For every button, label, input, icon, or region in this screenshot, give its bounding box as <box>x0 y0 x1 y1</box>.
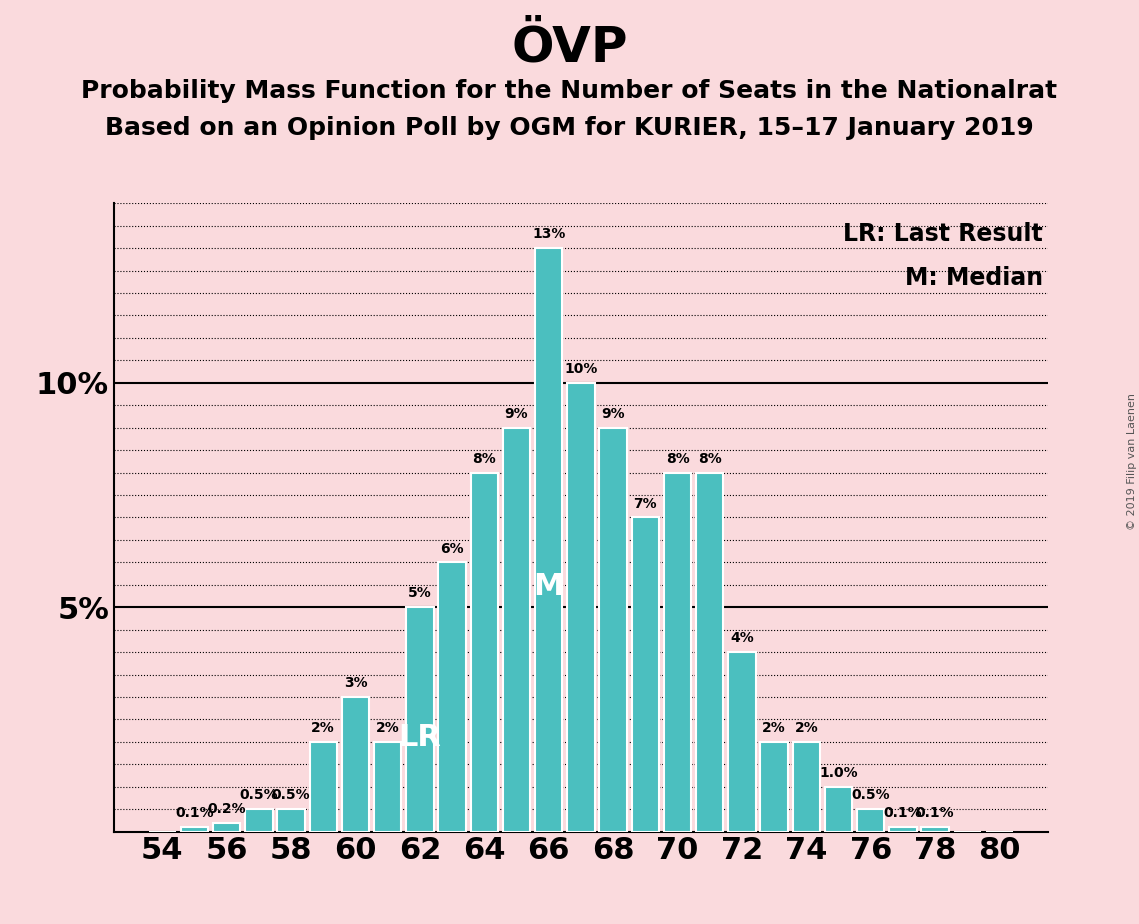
Text: 1.0%: 1.0% <box>819 766 858 780</box>
Bar <box>213 822 240 832</box>
Bar <box>793 742 820 832</box>
Text: 4%: 4% <box>730 631 754 645</box>
Text: Based on an Opinion Poll by OGM for KURIER, 15–17 January 2019: Based on an Opinion Poll by OGM for KURI… <box>105 116 1034 140</box>
Text: 2%: 2% <box>762 721 786 736</box>
Text: 0.5%: 0.5% <box>239 788 278 802</box>
Text: 0.5%: 0.5% <box>852 788 890 802</box>
Bar <box>857 809 885 832</box>
Text: 5%: 5% <box>408 587 432 601</box>
Text: 0.1%: 0.1% <box>916 807 954 821</box>
Text: © 2019 Filip van Laenen: © 2019 Filip van Laenen <box>1126 394 1137 530</box>
Bar <box>921 827 949 832</box>
Bar <box>535 249 563 832</box>
Text: 8%: 8% <box>698 452 722 466</box>
Text: 7%: 7% <box>633 497 657 511</box>
Text: 8%: 8% <box>665 452 689 466</box>
Bar <box>439 563 466 832</box>
Bar <box>342 697 369 832</box>
Text: 0.5%: 0.5% <box>272 788 310 802</box>
Bar <box>181 827 208 832</box>
Bar <box>567 383 595 832</box>
Bar <box>407 607 434 832</box>
Bar <box>761 742 788 832</box>
Bar <box>470 472 498 832</box>
Text: LR: Last Result: LR: Last Result <box>844 222 1043 246</box>
Text: 0.2%: 0.2% <box>207 802 246 816</box>
Text: M: Median: M: Median <box>906 266 1043 290</box>
Text: ÖVP: ÖVP <box>511 23 628 71</box>
Bar <box>696 472 723 832</box>
Text: 0.1%: 0.1% <box>175 807 214 821</box>
Bar <box>599 428 626 832</box>
Bar <box>245 809 272 832</box>
Bar <box>632 517 659 832</box>
Text: 9%: 9% <box>505 407 528 421</box>
Text: LR: LR <box>399 723 441 752</box>
Text: 2%: 2% <box>311 721 335 736</box>
Bar <box>278 809 305 832</box>
Text: 10%: 10% <box>564 362 598 376</box>
Bar <box>825 786 852 832</box>
Text: Probability Mass Function for the Number of Seats in the Nationalrat: Probability Mass Function for the Number… <box>81 79 1058 103</box>
Text: 8%: 8% <box>473 452 497 466</box>
Text: 2%: 2% <box>376 721 400 736</box>
Bar <box>310 742 337 832</box>
Bar <box>664 472 691 832</box>
Bar <box>502 428 530 832</box>
Text: 3%: 3% <box>344 676 367 690</box>
Text: 0.1%: 0.1% <box>884 807 923 821</box>
Text: 2%: 2% <box>795 721 818 736</box>
Text: 9%: 9% <box>601 407 625 421</box>
Bar <box>890 827 917 832</box>
Bar <box>728 652 755 832</box>
Text: 6%: 6% <box>441 541 464 555</box>
Bar <box>374 742 401 832</box>
Text: 13%: 13% <box>532 227 565 241</box>
Text: M: M <box>533 572 564 601</box>
